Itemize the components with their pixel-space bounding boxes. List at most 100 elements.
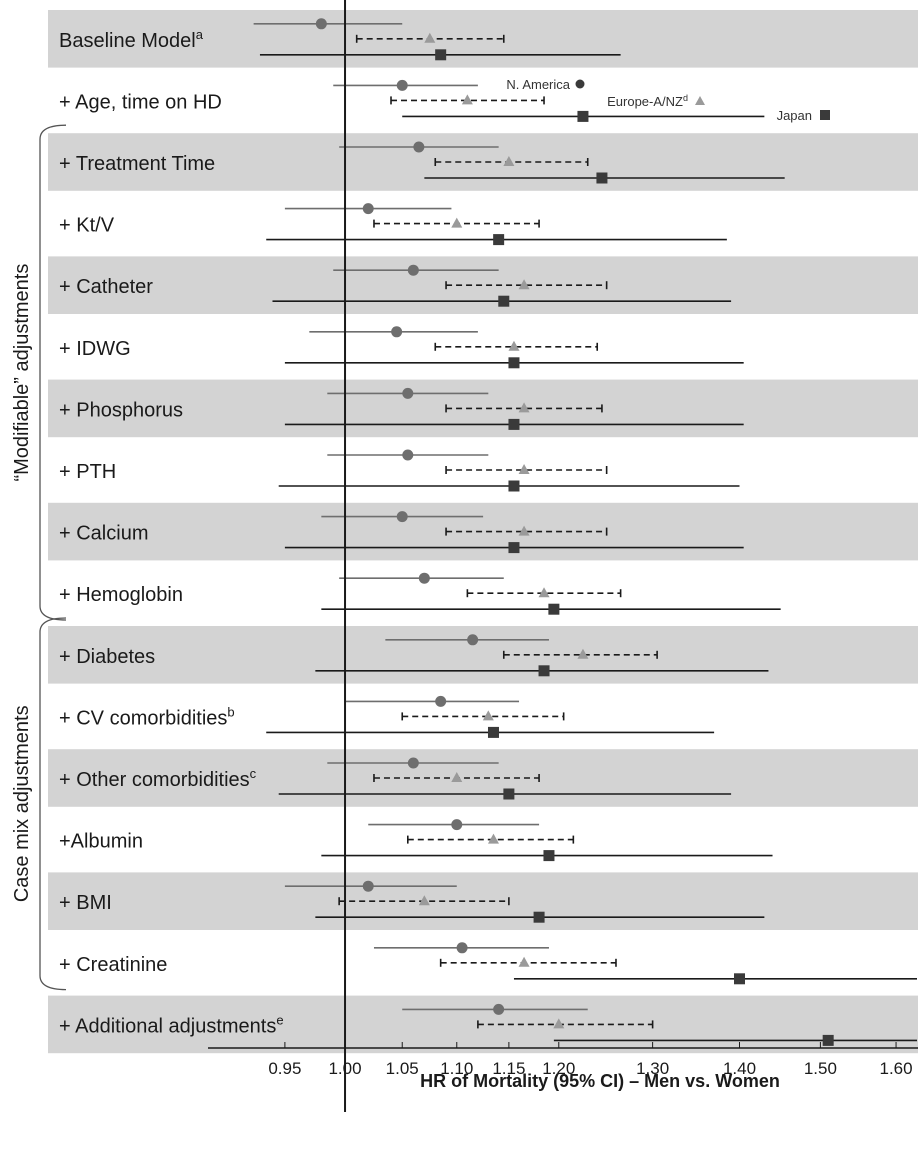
row-label: + BMI: [59, 892, 112, 914]
row-label: + Hemoglobin: [59, 584, 183, 606]
point-eu: [461, 94, 473, 105]
row-label: + Additional adjustmentse: [59, 1012, 284, 1037]
point-jp: [508, 418, 520, 430]
x-tick-label: 1.10: [440, 1059, 473, 1078]
point-na: [362, 880, 374, 892]
row-band: [48, 502, 918, 561]
point-na: [467, 634, 479, 646]
point-eu: [553, 1018, 565, 1029]
point-eu: [503, 156, 515, 166]
x-tick-label: 1.60: [880, 1059, 913, 1078]
point-jp: [538, 665, 550, 677]
point-jp: [548, 603, 560, 615]
point-eu: [482, 710, 494, 721]
row-bands: [48, 10, 918, 1054]
row-band: [48, 749, 918, 807]
row-band: [48, 256, 918, 314]
row-label: + Creatinine: [59, 954, 167, 976]
legend: N. America Europe-A/NZd Japan: [506, 77, 830, 123]
point-na: [396, 511, 408, 523]
legend-label: Europe-A/NZd: [607, 93, 688, 109]
x-tick-label: 1.40: [723, 1059, 756, 1078]
point-jp: [493, 234, 505, 246]
point-eu: [577, 648, 589, 659]
point-na: [407, 757, 419, 769]
point-eu: [538, 587, 550, 598]
point-na: [407, 264, 419, 276]
point-eu: [508, 340, 520, 351]
point-eu: [451, 772, 463, 782]
legend-label: N. America: [506, 77, 570, 92]
x-tick-label: 1.20: [542, 1059, 575, 1078]
row-label: + CV comorbiditiesb: [59, 704, 235, 729]
row-label: +Albumin: [59, 831, 143, 853]
legend-triangle-marker: [695, 96, 705, 105]
legend-square-marker: [820, 110, 830, 120]
point-na: [435, 695, 447, 707]
row-label: + IDWG: [59, 338, 131, 360]
legend-label: Japan: [777, 108, 812, 123]
point-jp: [508, 480, 520, 492]
point-na: [493, 1003, 505, 1015]
point-na: [402, 449, 414, 461]
point-jp: [596, 172, 608, 184]
legend-circle-marker: [575, 79, 585, 89]
point-jp: [503, 788, 515, 800]
point-eu: [518, 525, 530, 536]
point-jp: [498, 295, 510, 307]
x-axis: 0.95 1.00 1.05 1.10 1.15 1.20 1.30 1.40 1.50 1.60: [208, 1042, 918, 1078]
point-jp: [543, 850, 555, 862]
row-label: + Catheter: [59, 276, 153, 298]
x-axis-label: HR of Mortality (95% CI) – Men vs. Women: [420, 1071, 780, 1091]
point-jp: [577, 110, 589, 122]
x-tick-label: 1.30: [636, 1059, 669, 1078]
group-label: “Modifiable” adjustments: [11, 264, 33, 482]
x-tick-label: 1.05: [386, 1059, 419, 1078]
point-na: [315, 18, 327, 30]
row-label: + Phosphorus: [59, 399, 183, 421]
x-tick-label: 1.15: [492, 1059, 525, 1078]
x-tick-label: 1.00: [328, 1059, 361, 1078]
group-brackets: “Modifiable” adjustments Case mix adjustm…: [11, 124, 67, 991]
point-na: [451, 819, 463, 831]
point-na: [362, 203, 374, 215]
point-eu: [518, 402, 530, 413]
x-tick-label: 0.95: [268, 1059, 301, 1078]
row-label: + PTH: [59, 461, 116, 483]
point-jp: [508, 542, 520, 554]
point-eu: [518, 956, 530, 967]
point-na: [418, 572, 430, 584]
row-band: [48, 379, 918, 438]
point-jp: [508, 357, 520, 369]
point-jp: [734, 973, 746, 985]
point-na: [413, 141, 425, 153]
x-tick-label: 1.50: [804, 1059, 837, 1078]
row-label: + Diabetes: [59, 646, 155, 668]
row-label: + Kt/V: [59, 215, 115, 237]
point-eu: [418, 895, 430, 906]
confidence-intervals: [253, 0, 917, 1112]
point-eu: [518, 279, 530, 290]
row-label: + Treatment Time: [59, 153, 215, 175]
point-na: [396, 79, 408, 91]
point-jp: [822, 1034, 834, 1046]
point-eu: [424, 32, 436, 43]
point-eu: [451, 217, 463, 228]
point-eu: [518, 464, 530, 474]
row-band: [48, 626, 918, 684]
point-eu: [487, 833, 499, 844]
row-label: Baseline Modela: [59, 27, 204, 52]
group-bracket: [39, 124, 67, 621]
row-labels: Baseline Modela + Age, time on HD + Treatm…: [59, 27, 284, 1038]
row-label: + Age, time on HD: [59, 91, 222, 113]
point-jp: [487, 726, 499, 738]
point-na: [456, 942, 468, 954]
group-label: Case mix adjustments: [11, 705, 33, 902]
row-band: [48, 10, 918, 68]
point-na: [402, 387, 414, 399]
row-band: [48, 133, 918, 191]
point-na: [391, 326, 403, 338]
point-jp: [533, 911, 545, 923]
row-label: + Other comorbiditiesc: [59, 766, 257, 791]
